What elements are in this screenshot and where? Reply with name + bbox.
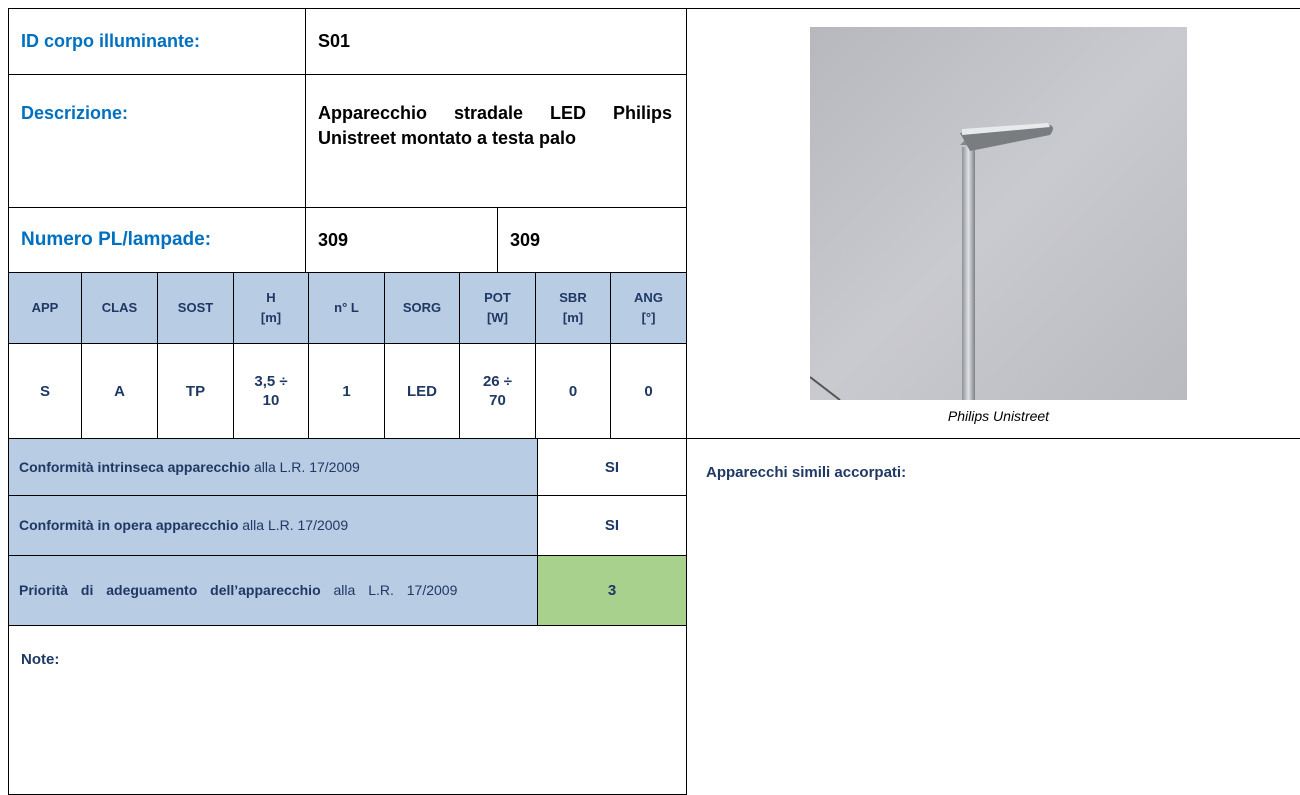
description-value: Apparecchio stradale LED Philips Unistre… (305, 74, 687, 208)
top-border (686, 8, 1300, 9)
spec-value: 3,5 ÷ 10 (233, 343, 309, 439)
spec-header: SOST (157, 272, 234, 344)
header-unit: [m] (260, 310, 282, 325)
spec-value: 26 ÷ 70 (459, 343, 536, 439)
spec-value: TP (157, 343, 234, 439)
header-name: H (266, 290, 276, 305)
id-label: ID corpo illuminante: (8, 8, 306, 75)
header-unit: [W] (487, 310, 508, 325)
photo-caption: Philips Unistreet (947, 408, 1050, 424)
spec-value: 0 (610, 343, 687, 439)
photo (810, 27, 1187, 400)
divider (686, 438, 1300, 439)
spec-value: S (8, 343, 82, 439)
label-bold: Conformità intrinseca apparecchio (19, 458, 251, 475)
label-rest: alla L.R. 17/2009 (253, 458, 360, 475)
lamps-label: Numero PL/lampade: (8, 207, 306, 273)
header-name: n° L (334, 300, 359, 315)
header-unit: [°] (641, 310, 656, 325)
label-bold: Conformità in opera apparecchio (19, 517, 239, 533)
header-name: CLAS (101, 300, 138, 315)
header-name: SORG (402, 300, 442, 315)
header-name: ANG (634, 290, 663, 305)
label-rest: alla L.R. 17/2009 (333, 582, 458, 598)
compliance-value: SI (537, 495, 687, 556)
compliance-label: Conformità intrinseca apparecchio alla L… (8, 438, 538, 496)
spec-header: n° L (308, 272, 385, 344)
spec-value: 1 (308, 343, 385, 439)
header-name: APP (31, 300, 59, 315)
spec-header: ANG [°] (610, 272, 687, 344)
spec-header: APP (8, 272, 82, 344)
spec-header: CLAS (81, 272, 158, 344)
compliance-label: Conformità in opera apparecchio alla L.R… (8, 495, 538, 556)
header-unit: [m] (562, 310, 584, 325)
similar-label: Apparecchi simili accorpati: (706, 464, 907, 481)
spec-header: H [m] (233, 272, 309, 344)
lamps-value: 309 (497, 207, 687, 273)
header-name: POT (484, 290, 511, 305)
spec-header: POT [W] (459, 272, 536, 344)
header-name: SBR (559, 290, 587, 305)
priority-value: 3 (537, 555, 687, 626)
notes: Note: (8, 625, 687, 795)
spec-value: LED (384, 343, 460, 439)
compliance-value: SI (537, 438, 687, 496)
spec-value: A (81, 343, 158, 439)
description-label: Descrizione: (8, 74, 306, 208)
spec-value: 0 (535, 343, 611, 439)
lamps-value: 309 (305, 207, 498, 273)
compliance-label: Priorità di adeguamento dell’apparecchio… (8, 555, 538, 626)
spec-header: SORG (384, 272, 460, 344)
spec-header: SBR [m] (535, 272, 611, 344)
id-value: S01 (305, 8, 687, 75)
label-rest: alla L.R. 17/2009 (242, 517, 349, 533)
label-bold: Priorità di adeguamento dell’apparecchio (19, 582, 321, 598)
header-name: SOST (177, 300, 214, 315)
